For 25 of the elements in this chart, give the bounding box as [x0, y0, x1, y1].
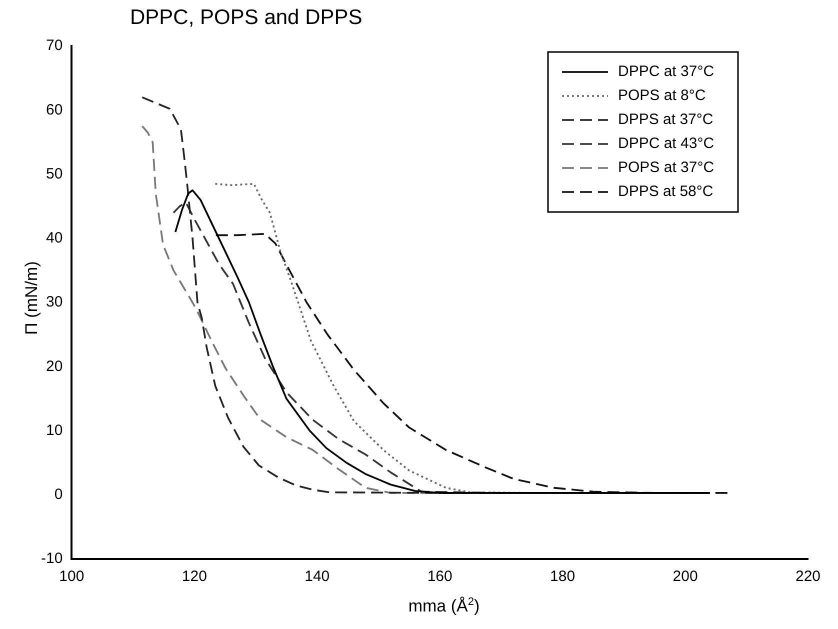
- y-tick-label: 60: [46, 101, 63, 118]
- legend-label: DPPS at 37°C: [618, 111, 714, 128]
- legend-label: DPPC at 43°C: [618, 135, 714, 152]
- legend-label: POPS at 37°C: [618, 159, 714, 176]
- y-tick-label: 70: [46, 37, 63, 54]
- y-tick-label: 40: [46, 230, 63, 247]
- legend-label: DPPC at 37°C: [618, 63, 714, 80]
- chart-title: DPPC, POPS and DPPS: [130, 6, 362, 30]
- y-axis-title: Π (mN/m): [22, 261, 42, 335]
- y-tick-label: 30: [46, 294, 63, 311]
- x-tick-label: 200: [672, 568, 698, 586]
- x-tick-label: 120: [182, 568, 207, 586]
- y-tick-label: 20: [46, 358, 63, 375]
- x-tick-label: 100: [59, 568, 84, 586]
- x-axis-title: mma (Å$^{2}$): [407, 596, 481, 617]
- legend-label: POPS at 8°C: [618, 87, 706, 104]
- y-tick-label: -10: [40, 550, 63, 568]
- y-tick-label: 10: [46, 422, 63, 439]
- x-tick-label: 160: [427, 568, 452, 586]
- y-tick-label: 50: [46, 165, 63, 182]
- x-tick-label: 140: [304, 568, 330, 586]
- x-tick-label: 220: [795, 568, 821, 586]
- y-tick-label: 0: [54, 486, 63, 504]
- x-tick-label: 180: [550, 568, 576, 586]
- legend-label: DPPS at 58°C: [618, 183, 714, 200]
